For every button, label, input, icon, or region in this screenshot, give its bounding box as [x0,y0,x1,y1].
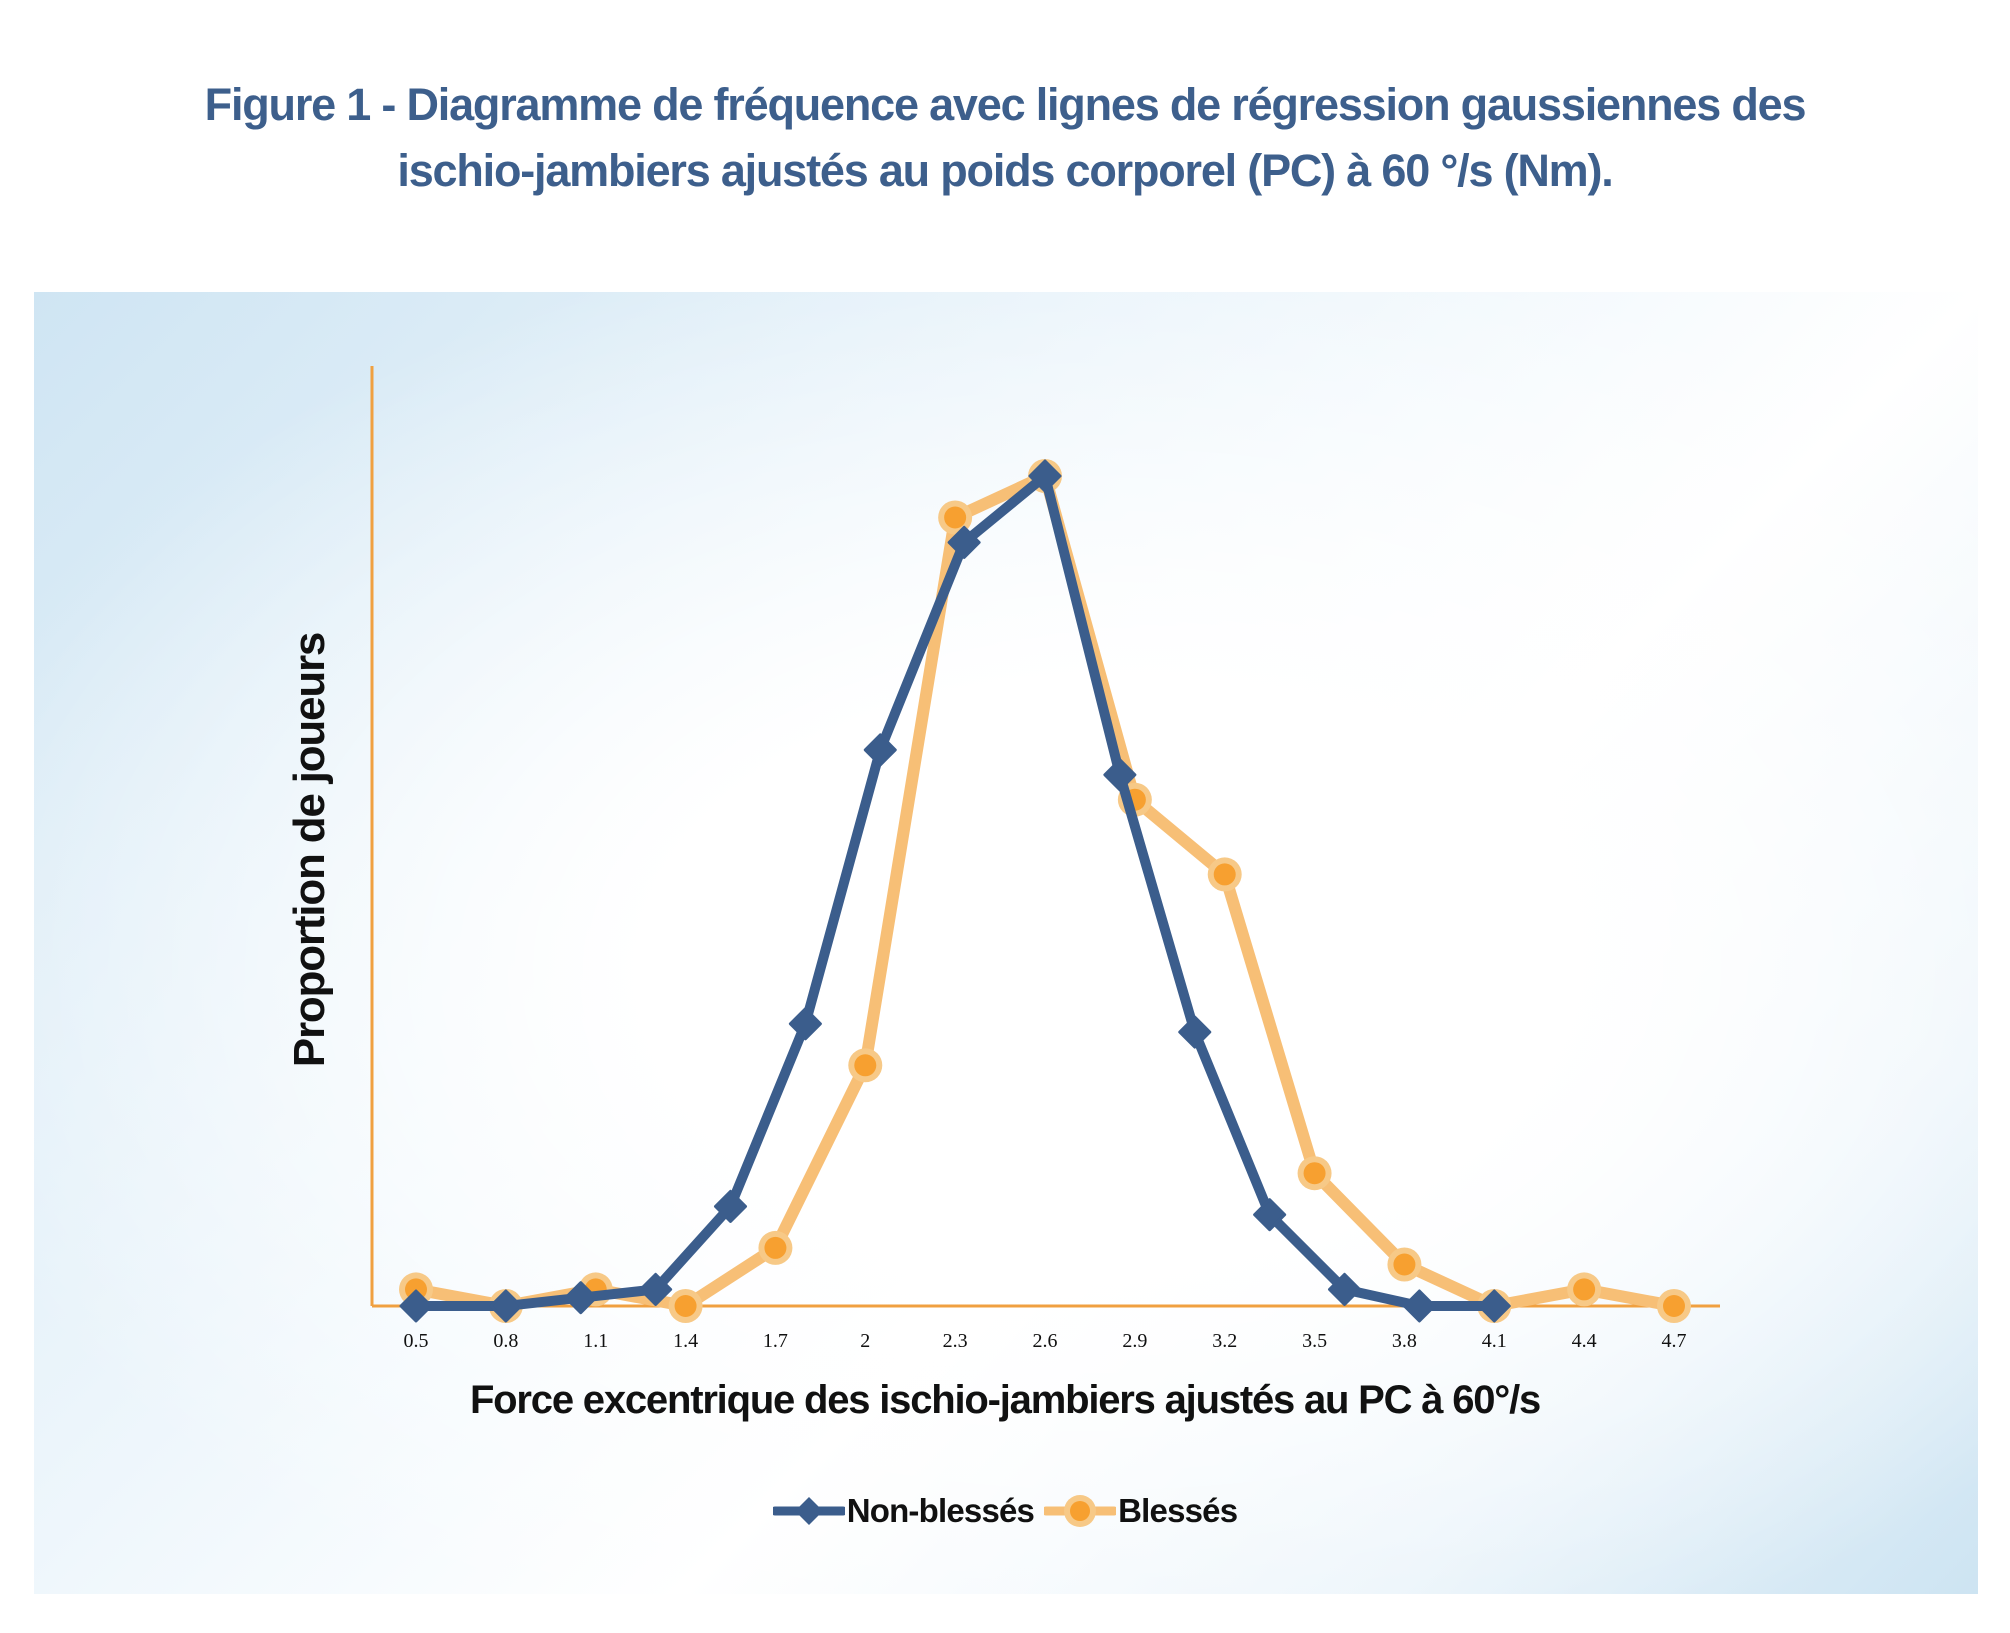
data-point-non-blesses [399,1289,433,1323]
series-non-blesses [399,459,1511,1323]
chart-legend: Non-blessés Blessés [0,1486,2010,1536]
data-point-non-blesses [863,733,897,767]
data-point-blesses [944,506,967,529]
chart-title-line-2: ischio-jambiers ajustés au poids corpore… [397,145,1613,196]
x-axis-label: Force excentrique des ischio-jambiers aj… [469,1378,1541,1422]
legend-item-non-blesses: Non-blessés [772,1491,1035,1531]
data-point-blesses [1663,1295,1685,1317]
chart-title: Figure 1 - Diagramme de fréquence avec l… [0,72,2010,204]
x-tick-label: 1.7 [763,1330,788,1352]
data-point-non-blesses [1103,758,1137,792]
data-point-blesses [1573,1278,1596,1301]
data-point-non-blesses [1253,1198,1287,1232]
x-tick-label: 4.4 [1572,1330,1597,1352]
legend-label-non-blesses: Non-blessés [846,1492,1035,1529]
legend-swatch-circle-icon [1044,1495,1117,1527]
data-point-blesses [674,1295,697,1317]
data-point-non-blesses [788,1007,822,1041]
data-point-non-blesses [564,1281,598,1315]
data-point-non-blesses [1402,1289,1436,1323]
series-line-non-blesses [411,471,1500,1311]
data-point-non-blesses [1328,1272,1362,1306]
x-tick-label: 0.5 [404,1330,429,1352]
x-tick-label: 1.1 [583,1330,608,1352]
x-tick-label: 2.3 [943,1330,968,1352]
x-tick-label: 4.7 [1662,1330,1687,1352]
data-point-non-blesses [947,525,981,559]
data-point-blesses [1213,863,1236,886]
data-point-non-blesses [714,1189,747,1223]
x-tick-label: 3.8 [1392,1330,1417,1352]
data-point-blesses [854,1054,877,1077]
legend-swatch-diamond-icon [772,1497,845,1525]
y-axis-label: Proportion de joueurs [285,632,334,1068]
data-point-blesses [1303,1162,1326,1185]
data-point-non-blesses [1028,459,1062,493]
legend-label-blesses: Blessés [1118,1492,1238,1529]
data-point-blesses [1393,1253,1416,1276]
legend-item-blesses: Blessés [1044,1491,1238,1531]
series-blesses [399,459,1691,1323]
chart-axes [370,366,1720,1308]
x-tick-label: 3.5 [1302,1330,1327,1352]
data-point-non-blesses [489,1289,523,1323]
x-tick-label: 1.4 [673,1330,698,1352]
x-tick-label: 0.8 [493,1330,518,1352]
chart-title-line-1: Figure 1 - Diagramme de fréquence avec l… [204,79,1807,130]
data-point-non-blesses [1477,1289,1511,1323]
data-point-non-blesses [639,1272,673,1306]
x-tick-label: 4.1 [1482,1330,1507,1352]
chart-series [399,459,1691,1323]
series-line-blesses [410,470,1680,1312]
x-axis-ticks: 0.5 0.8 1.1 1.4 1.7 2 2.3 2.6 2.9 3.2 3.5 3.8 4.1 4.4… [404,1330,1687,1352]
data-point-blesses [764,1236,787,1259]
x-tick-label: 2.6 [1033,1330,1058,1352]
x-tick-label: 2 [860,1330,870,1352]
data-point-non-blesses [1178,1015,1212,1049]
x-tick-label: 3.2 [1212,1330,1237,1352]
x-tick-label: 2.9 [1122,1330,1147,1352]
